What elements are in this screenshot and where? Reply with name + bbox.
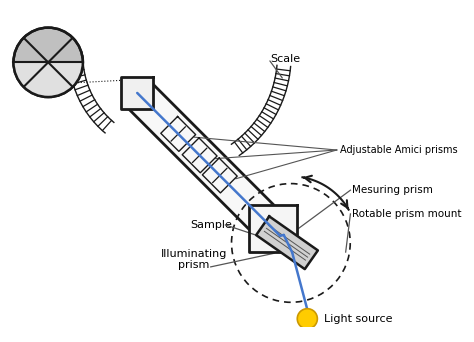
Polygon shape	[249, 205, 297, 252]
Text: Illuminating
prism: Illuminating prism	[161, 249, 227, 271]
Circle shape	[13, 28, 83, 97]
Text: Scale: Scale	[270, 54, 300, 64]
Text: Light source: Light source	[324, 314, 392, 324]
Circle shape	[297, 309, 318, 329]
Polygon shape	[128, 84, 279, 234]
Wedge shape	[13, 62, 83, 97]
Polygon shape	[256, 216, 318, 269]
Text: Rotable prism mount: Rotable prism mount	[352, 209, 462, 219]
Text: Sample: Sample	[191, 220, 233, 230]
Text: Mesuring prism: Mesuring prism	[352, 185, 433, 195]
Text: Adjustable Amici prisms: Adjustable Amici prisms	[340, 145, 458, 155]
Polygon shape	[121, 77, 153, 109]
